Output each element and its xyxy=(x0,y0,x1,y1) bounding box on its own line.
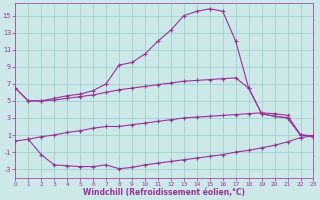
X-axis label: Windchill (Refroidissement éolien,°C): Windchill (Refroidissement éolien,°C) xyxy=(84,188,245,197)
